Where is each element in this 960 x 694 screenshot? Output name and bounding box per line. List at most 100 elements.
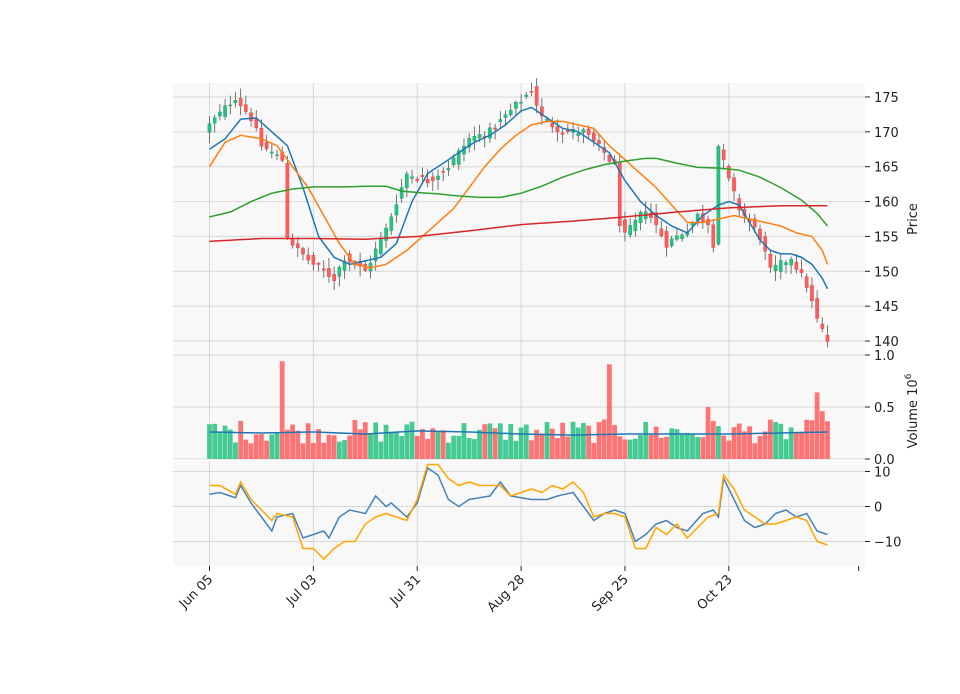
volume-bar-down (658, 437, 664, 459)
volume-bar-up (643, 421, 649, 459)
candle-up (773, 264, 778, 271)
oscillator-tick-label: 10 (874, 466, 891, 481)
volume-bar-up (477, 429, 482, 459)
volume-bar-down (762, 431, 768, 459)
candle-up (451, 157, 456, 166)
volume-bar-down (742, 431, 747, 459)
candle-up (675, 235, 679, 240)
volume-bar-down (793, 432, 799, 459)
volume-bar-up (217, 432, 223, 459)
volume-bar-down (731, 427, 737, 459)
candle-up (477, 134, 482, 139)
candle-up (207, 123, 212, 133)
candle-up (519, 102, 523, 104)
volume-bar-up (222, 425, 228, 459)
candle-up (508, 109, 513, 116)
x-tick-label: Aug 28 (485, 572, 528, 615)
volume-bar-up (669, 428, 675, 459)
candle-up (218, 111, 222, 117)
candle-down (244, 104, 248, 112)
volume-bar-up (513, 440, 519, 459)
volume-bar-up (342, 440, 347, 459)
candle-up (270, 151, 274, 154)
candle-down (654, 212, 658, 226)
candle-down (560, 132, 565, 135)
candle-up (379, 238, 383, 255)
price-tick-label: 145 (874, 300, 899, 315)
volume-bar-down (362, 422, 368, 459)
candle-down (415, 178, 420, 181)
candle-up (669, 238, 674, 246)
candle-down (810, 285, 814, 302)
volume-bar-up (518, 427, 524, 459)
candle-up (228, 104, 233, 107)
candle-down (332, 273, 336, 282)
volume-bar-down (300, 443, 306, 459)
ma-medium-line (208, 120, 829, 269)
candle-down (301, 248, 305, 255)
volume-bar-up (378, 441, 384, 459)
volume-bar-down (612, 425, 617, 459)
volume-bar-down (331, 435, 337, 459)
candle-up (467, 137, 471, 148)
volume-bar-down (700, 437, 706, 459)
oscillator-slow-line (209, 463, 828, 561)
volume-bar-down (705, 407, 711, 459)
candle-up (342, 260, 347, 271)
volume-bar-down (238, 420, 244, 459)
price-panel (173, 83, 865, 355)
volume-bar-up (227, 429, 233, 459)
volume-bar-up (497, 423, 503, 459)
volume-bar-up (456, 435, 462, 459)
candle-up (680, 234, 684, 239)
volume-bar-up (487, 423, 493, 459)
candle-up (275, 154, 279, 156)
volume-bar-up (638, 435, 643, 459)
price-tick-label: 150 (874, 265, 899, 280)
volume-bar-up (212, 423, 218, 459)
volume-bar-up (207, 424, 212, 459)
candle-up (456, 150, 461, 165)
candle-up (373, 248, 378, 262)
volume-bar-down (316, 429, 321, 459)
volume-bar-down (622, 439, 628, 459)
candle-down (804, 276, 809, 288)
volume-bar-down (440, 430, 446, 459)
volume-tick-label: 1.0 (874, 349, 895, 364)
volume-tick-label: 0.5 (874, 401, 895, 416)
volume-bar-down (648, 434, 654, 459)
candle-up (503, 114, 508, 118)
x-tick-label: Jun 05 (176, 572, 216, 612)
candle-up (410, 176, 414, 179)
volume-bar-up (269, 434, 275, 459)
candle-down (799, 269, 804, 273)
volume-bar-up (383, 424, 389, 459)
candle-up (436, 175, 440, 180)
volume-bar-down (710, 421, 716, 459)
volume-bar-down (757, 436, 763, 459)
volume-bar-up (373, 422, 379, 459)
candle-up (446, 168, 451, 171)
ma-long-line (209, 157, 829, 227)
volume-bar-down (492, 428, 498, 459)
x-tick-label: Oct 23 (695, 572, 736, 613)
volume-bar-up (783, 439, 789, 459)
candle-up (405, 173, 409, 189)
volume-bar-down (253, 434, 259, 459)
candle-down (664, 231, 669, 248)
volume-bar-up (409, 421, 415, 459)
volume-bar-up (394, 432, 399, 459)
candle-down (420, 174, 425, 177)
x-tick-label: Jul 31 (387, 572, 424, 609)
volume-bar-down (617, 436, 623, 459)
volume-bar-up (684, 432, 690, 459)
candle-down (534, 86, 539, 106)
candle-down (285, 163, 290, 239)
volume-bar-down (736, 423, 742, 459)
volume-bar-down (653, 426, 659, 459)
candle-down (727, 166, 731, 179)
candle-down (540, 106, 544, 117)
volume-bar-up (471, 439, 477, 459)
candle-up (778, 260, 783, 272)
